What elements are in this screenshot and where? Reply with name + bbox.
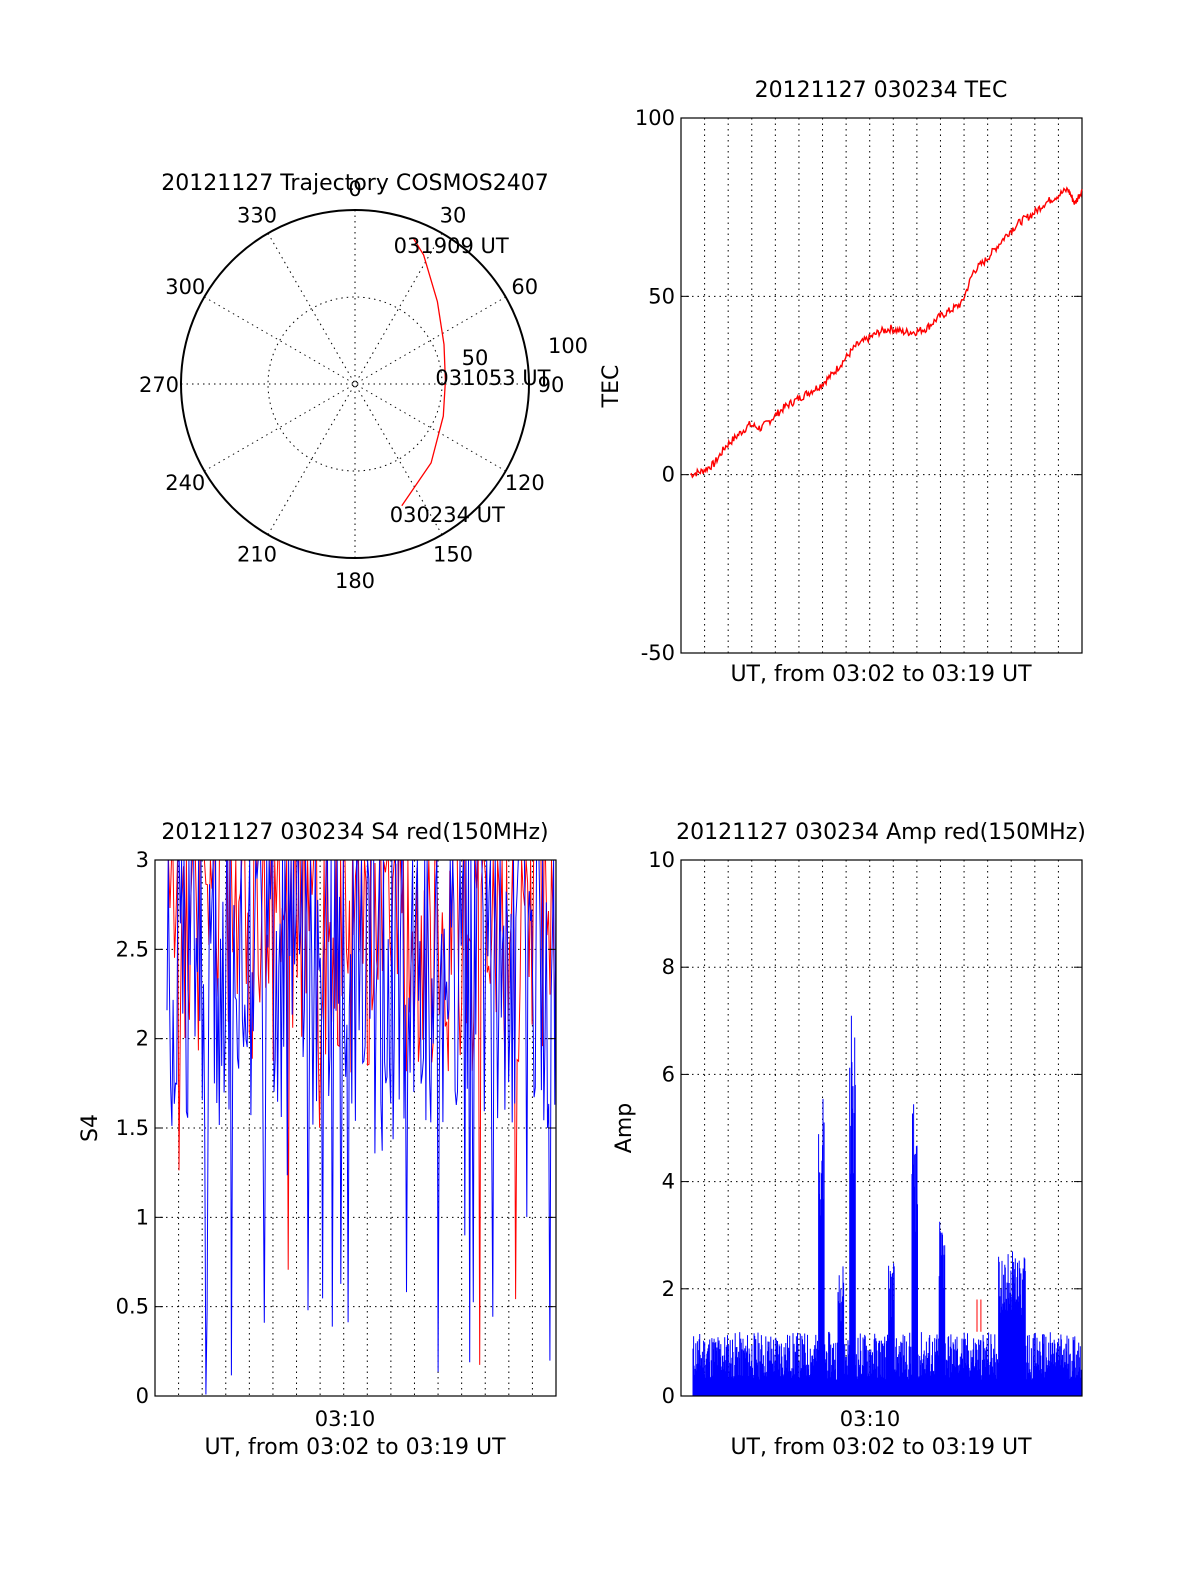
polar-grid-spoke bbox=[267, 233, 443, 535]
trajectory-time-label: 031909 UT bbox=[394, 234, 509, 258]
tec-grid bbox=[681, 118, 1082, 653]
polar-angle-label: 330 bbox=[237, 203, 277, 227]
tec-y-ticks: -50 0 50 100 bbox=[635, 106, 1082, 665]
s4-y-ticks: 0 0.5 1 1.5 2 2.5 3 bbox=[116, 848, 556, 1408]
polar-angle-label: 270 bbox=[139, 373, 179, 397]
polar-angle-label: 300 bbox=[165, 275, 205, 299]
amp-plot-frame bbox=[680, 859, 1083, 1397]
polar-outer-circle bbox=[180, 209, 530, 559]
polar-angle-label: 210 bbox=[237, 543, 277, 567]
y-tick-label: 2.5 bbox=[116, 937, 149, 961]
polar-angle-label: 60 bbox=[511, 275, 538, 299]
polar-angle-label: 120 bbox=[505, 471, 545, 495]
y-tick-label: 2 bbox=[662, 1277, 675, 1301]
amp-y-ticks: 0 2 4 6 8 10 bbox=[648, 848, 1082, 1408]
y-tick-label: 1 bbox=[136, 1205, 149, 1229]
tec-title: 20121127 030234 TEC bbox=[755, 78, 1008, 103]
y-tick-label: 6 bbox=[662, 1062, 675, 1086]
amp-chart: 20121127 030234 Amp red(150MHz) 0246810 … bbox=[612, 820, 1086, 1460]
amp-series-blue bbox=[692, 1015, 1083, 1396]
polar-grid-ring bbox=[267, 296, 443, 472]
polar-title: 20121127 Trajectory COSMOS2407 bbox=[161, 171, 548, 196]
y-tick-label: 2 bbox=[136, 1027, 149, 1051]
polar-radial-label: 100 bbox=[548, 334, 588, 358]
s4-series bbox=[166, 859, 557, 1395]
tec-y-axis-label: TEC bbox=[599, 365, 624, 409]
amp-series bbox=[692, 1015, 1083, 1396]
y-tick-label: -50 bbox=[641, 641, 675, 665]
y-tick-label: 100 bbox=[635, 106, 675, 130]
polar-angle-label: 180 bbox=[335, 569, 375, 593]
polar-radial-label: 50 bbox=[462, 346, 489, 370]
amp-y-axis-label: Amp bbox=[612, 1103, 637, 1153]
polar-angle-label: 0 bbox=[348, 177, 361, 201]
s4-chart: 20121127 030234 S4 red(150MHz) 0 0.5 1 1.5 2… bbox=[78, 820, 557, 1460]
y-tick-label: 1.5 bbox=[116, 1116, 149, 1140]
y-tick-label: 0 bbox=[136, 1384, 149, 1408]
tec-x-axis-label: UT, from 03:02 to 03:19 UT bbox=[730, 662, 1032, 687]
trajectory-time-label: 030234 UT bbox=[390, 503, 505, 527]
polar-trajectory-chart: 20121127 Trajectory COSMOS2407 0 30 60 90 12… bbox=[139, 171, 588, 593]
amp-series-red bbox=[976, 1299, 982, 1332]
polar-angle-label: 90 bbox=[538, 373, 565, 397]
polar-angle-label: 30 bbox=[440, 203, 467, 227]
tec-chart: 20121127 030234 TEC -50 0 50 100 TEC UT, fr… bbox=[599, 78, 1083, 687]
amp-title: 20121127 030234 Amp red(150MHz) bbox=[676, 820, 1086, 845]
tec-plot-frame bbox=[680, 117, 1083, 654]
trajectory-line bbox=[401, 238, 447, 507]
y-tick-label: 0 bbox=[662, 463, 675, 487]
polar-grid bbox=[181, 210, 529, 558]
s4-series-line bbox=[166, 859, 557, 1395]
y-tick-label: 50 bbox=[648, 284, 675, 308]
trajectory-time-label: 031053 UT bbox=[435, 366, 550, 390]
polar-angle-labels: 0 30 60 90 120 150 180 210 240 270 300 330 bbox=[139, 177, 564, 593]
y-tick-label: 4 bbox=[662, 1170, 675, 1194]
y-tick-label: 8 bbox=[662, 955, 675, 979]
s4-title: 20121127 030234 S4 red(150MHz) bbox=[161, 820, 548, 845]
y-tick-label: 3 bbox=[136, 848, 149, 872]
amp-x-axis-label: UT, from 03:02 to 03:19 UT bbox=[730, 1435, 1032, 1460]
amp-x-tick-label: 03:10 bbox=[840, 1407, 901, 1431]
polar-grid-spoke bbox=[267, 233, 443, 535]
polar-angle-label: 240 bbox=[165, 471, 205, 495]
polar-radial-labels: 50 100 bbox=[462, 334, 588, 370]
tec-series-line bbox=[689, 186, 1083, 479]
s4-x-axis-label: UT, from 03:02 to 03:19 UT bbox=[204, 1435, 506, 1460]
y-tick-label: 0.5 bbox=[116, 1295, 149, 1319]
y-tick-label: 10 bbox=[648, 848, 675, 872]
s4-x-tick-label: 03:10 bbox=[315, 1407, 376, 1431]
y-tick-label: 0 bbox=[662, 1384, 675, 1408]
s4-y-axis-label: S4 bbox=[78, 1114, 103, 1142]
trajectory-time-labels: 031909 UT 031053 UT 030234 UT bbox=[390, 234, 551, 527]
polar-angle-label: 150 bbox=[433, 543, 473, 567]
